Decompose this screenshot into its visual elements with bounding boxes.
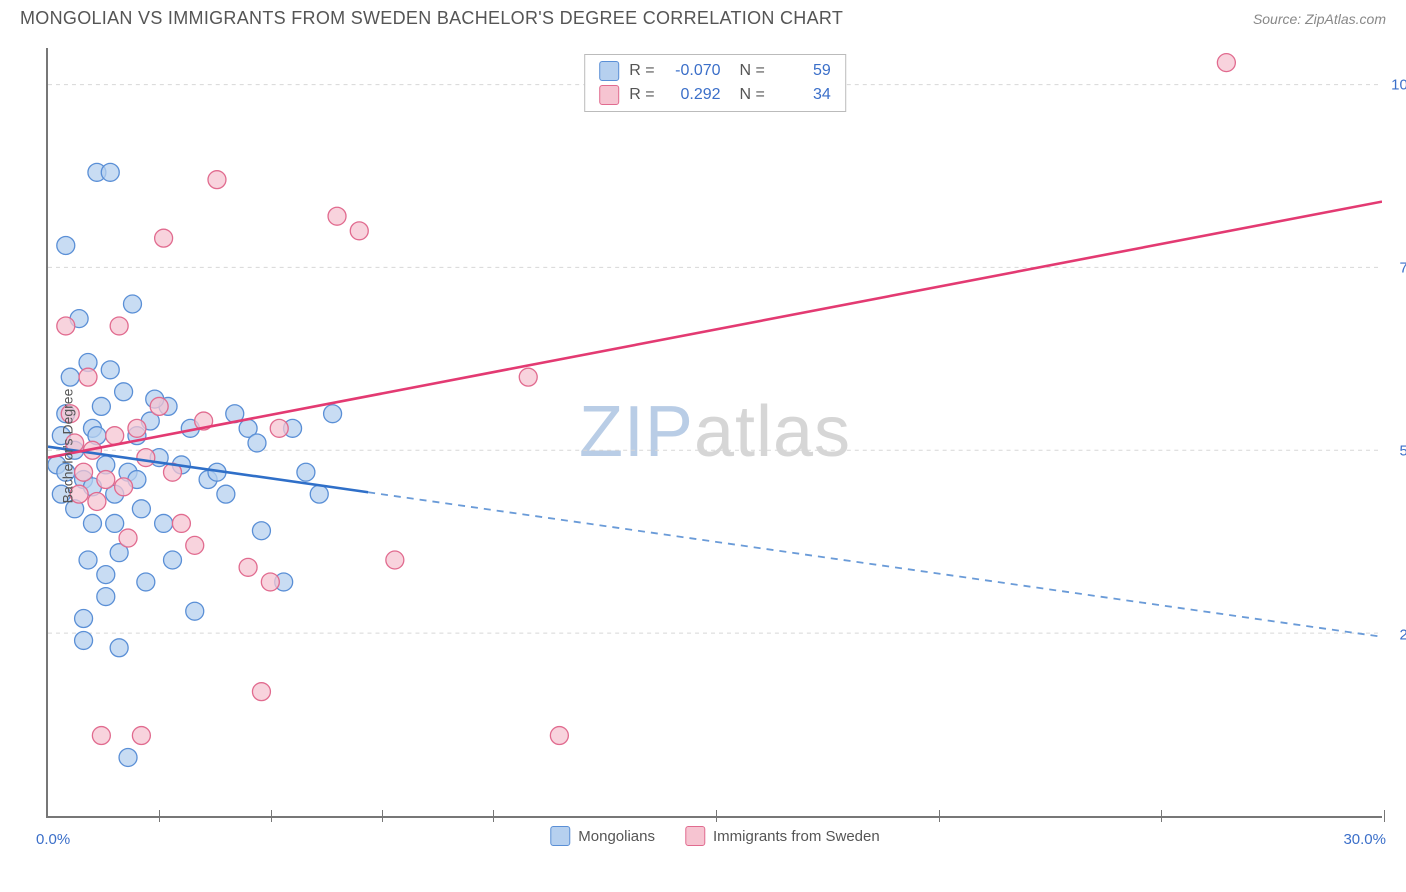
x-tick-label: 0.0%: [36, 831, 70, 848]
y-axis-label: Bachelor's Degree: [59, 389, 75, 504]
x-tick-mark: [493, 810, 494, 822]
swatch-icon: [599, 85, 619, 105]
x-tick-mark: [271, 810, 272, 822]
legend-label: Mongolians: [578, 828, 655, 845]
x-tick-label: 30.0%: [1343, 831, 1386, 848]
n-label: N =: [731, 62, 765, 80]
stats-legend: R = -0.070 N = 59 R = 0.292 N = 34: [584, 54, 846, 112]
legend-label: Immigrants from Sweden: [713, 828, 880, 845]
x-tick-mark: [382, 810, 383, 822]
chart-area: ZIPatlas R = -0.070 N = 59 R = 0.292 N =…: [46, 48, 1382, 818]
x-tick-mark: [1384, 810, 1385, 822]
y-tick-label: 25.0%: [1399, 626, 1406, 643]
r-label: R =: [629, 62, 654, 80]
n-label: N =: [731, 86, 765, 104]
r-label: R =: [629, 86, 654, 104]
swatch-icon: [599, 61, 619, 81]
series-legend: Mongolians Immigrants from Sweden: [550, 826, 879, 846]
y-tick-label: 100.0%: [1391, 76, 1406, 93]
x-tick-mark: [939, 810, 940, 822]
x-tick-mark: [1161, 810, 1162, 822]
stats-row: R = 0.292 N = 34: [599, 83, 831, 107]
legend-item: Immigrants from Sweden: [685, 826, 880, 846]
r-value: -0.070: [665, 62, 721, 80]
source-attribution: Source: ZipAtlas.com: [1253, 11, 1386, 27]
y-tick-label: 75.0%: [1399, 260, 1406, 277]
stats-row: R = -0.070 N = 59: [599, 59, 831, 83]
chart-title: MONGOLIAN VS IMMIGRANTS FROM SWEDEN BACH…: [20, 8, 843, 29]
n-value: 59: [775, 62, 831, 80]
x-tick-mark: [159, 810, 160, 822]
legend-item: Mongolians: [550, 826, 655, 846]
n-value: 34: [775, 86, 831, 104]
x-tick-mark: [716, 810, 717, 822]
swatch-icon: [550, 826, 570, 846]
chart-svg: [48, 48, 1382, 816]
y-tick-label: 50.0%: [1399, 443, 1406, 460]
swatch-icon: [685, 826, 705, 846]
r-value: 0.292: [665, 86, 721, 104]
